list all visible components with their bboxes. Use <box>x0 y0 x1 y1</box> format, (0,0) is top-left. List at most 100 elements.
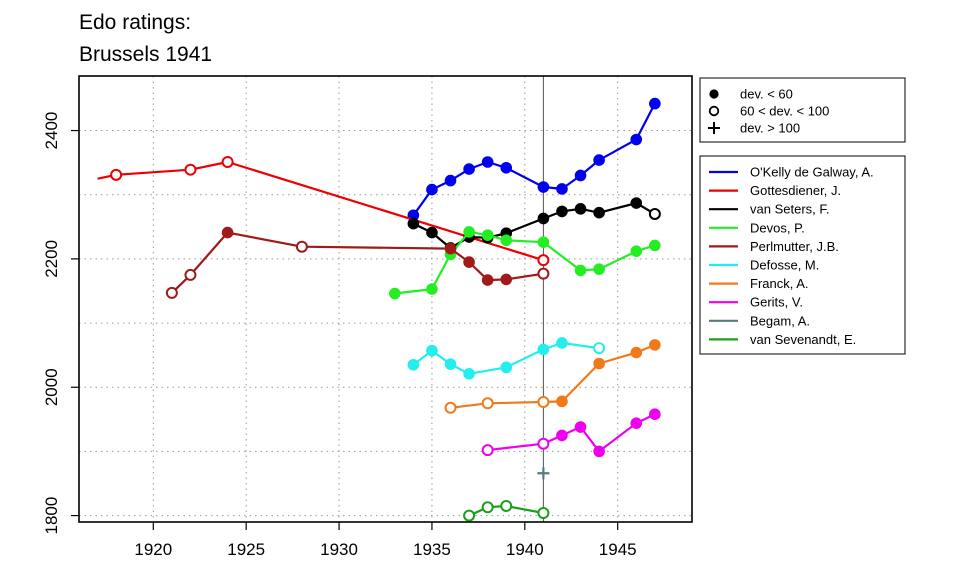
data-point-defosse-m-1 <box>426 344 438 357</box>
legend-marker-filled-circle <box>709 89 719 99</box>
y-tick-label-2200: 2200 <box>42 240 61 278</box>
legend-label-defosse-m: Defosse, M. <box>750 258 819 273</box>
series-line-franck-a <box>450 343 656 409</box>
series-defosse-m <box>407 337 606 380</box>
x-tick-label-1935: 1935 <box>413 540 451 559</box>
data-point-gerits-v-0 <box>481 444 494 457</box>
legend-label-perlmutter-j-b: Perlmutter, J.B. <box>750 239 839 254</box>
data-point-begam-a-0 <box>537 467 550 480</box>
legend-label-franck-a: Franck, A. <box>750 276 809 291</box>
legend-marker-types: dev. < 60 60 < dev. < 100 dev. > 100 <box>699 77 906 143</box>
data-point-van-sevenandt-e-3 <box>537 507 550 520</box>
data-point-van-seters-f-1 <box>426 226 438 239</box>
data-point-gerits-v-3 <box>574 421 587 433</box>
data-point-o-kelly-de-galway-a-1 <box>426 183 438 196</box>
data-point-van-seters-f-11 <box>648 207 661 220</box>
legend-marker-label-2: dev. > 100 <box>740 121 800 136</box>
data-point-gottesdiener-j-3 <box>221 155 234 168</box>
data-point-devos-p-5 <box>500 234 513 247</box>
legend-marker-label-0: dev. < 60 <box>740 87 793 102</box>
chart-title-line-1: Edo ratings: <box>79 11 191 34</box>
data-point-van-seters-f-0 <box>407 217 420 230</box>
data-point-devos-p-1 <box>426 283 438 295</box>
series-perlmutter-j-b <box>165 226 550 299</box>
data-point-devos-p-8 <box>593 263 605 275</box>
legend-marker-label-1: 60 < dev. < 100 <box>740 104 829 119</box>
data-point-van-seters-f-6 <box>537 212 550 225</box>
data-point-o-kelly-de-galway-a-4 <box>481 156 494 168</box>
data-point-perlmutter-j-b-2 <box>221 226 234 239</box>
data-point-van-sevenandt-e-2 <box>500 499 513 512</box>
y-tick-label-2000: 2000 <box>42 368 61 406</box>
data-point-gerits-v-4 <box>593 445 605 458</box>
legend-marker-plus <box>708 122 720 134</box>
data-point-o-kelly-de-galway-a-10 <box>630 133 643 146</box>
data-point-perlmutter-j-b-8 <box>537 267 550 280</box>
data-point-gerits-v-5 <box>630 417 643 429</box>
legend-marker-box-frame <box>699 77 906 143</box>
data-point-van-seters-f-10 <box>630 197 643 209</box>
series-franck-a <box>444 339 661 414</box>
legend-label-van-sevenandt-e: van Sevenandt, E. <box>750 332 856 347</box>
data-point-devos-p-3 <box>463 226 475 238</box>
series-gottesdiener-j <box>97 155 550 267</box>
x-tick-label-1940: 1940 <box>506 540 544 559</box>
data-point-perlmutter-j-b-0 <box>165 286 178 299</box>
data-point-devos-p-10 <box>649 239 661 252</box>
data-point-gottesdiener-j-2 <box>184 163 197 176</box>
x-axis: 1920 1925 1930 1935 1940 1945 <box>134 522 637 559</box>
legend-series: O'Kelly de Galway, A. Gottesdiener, J. van… <box>699 155 906 355</box>
series-line-gottesdiener-j <box>97 160 544 262</box>
data-point-o-kelly-de-galway-a-3 <box>463 163 475 175</box>
data-point-perlmutter-j-b-1 <box>184 268 197 281</box>
data-point-o-kelly-de-galway-a-9 <box>593 154 605 166</box>
data-point-van-seters-f-7 <box>556 205 568 218</box>
data-point-devos-p-4 <box>481 229 494 241</box>
data-point-defosse-m-6 <box>556 337 568 349</box>
data-point-o-kelly-de-galway-a-8 <box>574 169 587 182</box>
data-point-defosse-m-5 <box>537 343 550 356</box>
legend-label-gottesdiener-j: Gottesdiener, J. <box>750 183 841 198</box>
legend-marker-open-circle <box>708 105 720 117</box>
data-point-perlmutter-j-b-4 <box>444 242 457 255</box>
data-point-franck-a-3 <box>556 395 568 408</box>
data-point-van-seters-f-9 <box>593 206 605 219</box>
data-point-van-seters-f-8 <box>574 203 587 215</box>
plot-frame <box>78 75 693 523</box>
x-tick-label-1925: 1925 <box>227 540 265 559</box>
data-point-o-kelly-de-galway-a-5 <box>500 161 513 174</box>
series-line-gerits-v <box>487 413 656 453</box>
legend-label-gerits-v: Gerits, V. <box>750 295 803 310</box>
data-point-van-sevenandt-e-1 <box>481 501 494 514</box>
data-point-perlmutter-j-b-6 <box>481 274 494 286</box>
chart-title-line-2: Brussels 1941 <box>79 43 212 66</box>
data-point-defosse-m-4 <box>500 361 513 374</box>
data-point-gerits-v-1 <box>537 437 550 450</box>
data-point-franck-a-6 <box>649 339 661 351</box>
data-point-o-kelly-de-galway-a-2 <box>444 174 457 187</box>
x-tick-label-1945: 1945 <box>599 540 637 559</box>
data-point-gerits-v-2 <box>556 429 568 442</box>
y-tick-label-1800: 1800 <box>42 497 61 535</box>
data-point-franck-a-5 <box>630 346 643 359</box>
series-van-seters-f <box>407 197 661 254</box>
data-point-franck-a-0 <box>444 401 457 414</box>
series-line-o-kelly-de-galway-a <box>412 103 656 216</box>
legend-label-begam-a: Begam, A. <box>750 313 810 328</box>
data-point-franck-a-2 <box>537 395 550 408</box>
series-begam-a <box>537 467 550 480</box>
series-van-sevenandt-e <box>463 499 550 522</box>
data-point-gottesdiener-j-1 <box>110 168 123 181</box>
data-point-perlmutter-j-b-5 <box>463 256 475 268</box>
data-point-devos-p-6 <box>537 236 550 249</box>
data-point-franck-a-4 <box>593 357 605 370</box>
legend-label-devos-p: Devos, P. <box>750 220 805 235</box>
y-tick-label-2400: 2400 <box>42 112 61 150</box>
x-tick-label-1920: 1920 <box>134 540 172 559</box>
data-point-defosse-m-2 <box>444 358 457 370</box>
data-point-perlmutter-j-b-3 <box>295 240 308 253</box>
data-point-gerits-v-6 <box>649 408 661 420</box>
series-line-van-sevenandt-e <box>468 504 544 517</box>
